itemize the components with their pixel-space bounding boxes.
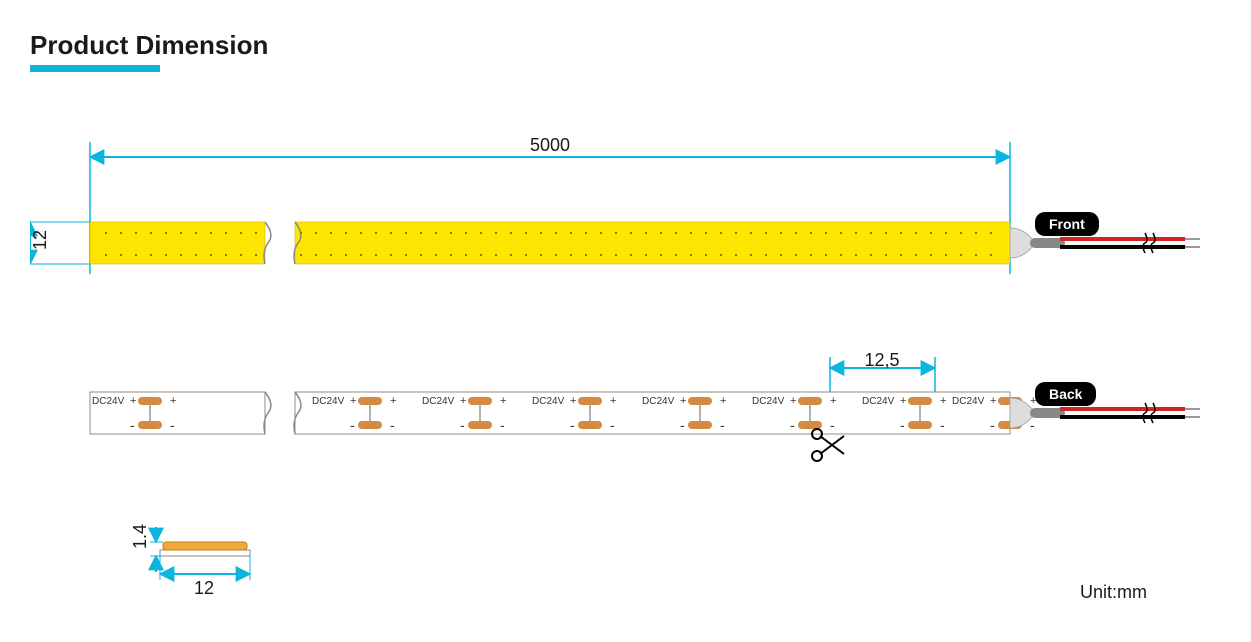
unit-label: Unit:mm — [1080, 582, 1147, 603]
svg-text:+: + — [500, 395, 506, 407]
svg-text:DC24V: DC24V — [532, 396, 565, 407]
svg-text:+: + — [790, 395, 796, 407]
svg-text:-: - — [350, 417, 355, 433]
thickness-dimension-label: 1.4 — [130, 524, 151, 549]
svg-text:DC24V: DC24V — [862, 396, 895, 407]
svg-text:DC24V: DC24V — [752, 396, 785, 407]
svg-text:+: + — [460, 395, 466, 407]
svg-text:-: - — [790, 417, 795, 433]
svg-text:-: - — [570, 417, 575, 433]
svg-text:DC24V: DC24V — [92, 396, 125, 407]
svg-text:DC24V: DC24V — [422, 396, 455, 407]
svg-text:+: + — [720, 395, 726, 407]
front-badge: Front — [1035, 212, 1099, 236]
diagram-svg: DC24V++--DC24V++--DC24V++--DC24V++--DC24… — [30, 82, 1220, 612]
svg-text:DC24V: DC24V — [952, 396, 985, 407]
svg-text:+: + — [130, 395, 136, 407]
svg-text:DC24V: DC24V — [642, 396, 675, 407]
height-dimension-label: 12 — [30, 230, 51, 250]
svg-text:DC24V: DC24V — [312, 396, 345, 407]
svg-text:-: - — [720, 417, 725, 433]
page-title: Product Dimension — [30, 30, 1221, 61]
svg-text:+: + — [900, 395, 906, 407]
title-underline — [30, 65, 160, 72]
svg-text:+: + — [610, 395, 616, 407]
svg-text:-: - — [830, 417, 835, 433]
svg-text:+: + — [350, 395, 356, 407]
svg-text:-: - — [610, 417, 615, 433]
svg-text:-: - — [130, 417, 135, 433]
cut-dimension-label: 12,5 — [865, 350, 900, 371]
back-badge: Back — [1035, 382, 1096, 406]
svg-text:+: + — [940, 395, 946, 407]
crosswidth-dimension-label: 12 — [194, 578, 214, 599]
svg-text:+: + — [990, 395, 996, 407]
length-dimension-label: 5000 — [530, 135, 570, 156]
svg-text:+: + — [680, 395, 686, 407]
dimension-diagram: DC24V++--DC24V++--DC24V++--DC24V++--DC24… — [30, 82, 1220, 612]
svg-text:-: - — [990, 417, 995, 433]
svg-text:+: + — [390, 395, 396, 407]
svg-text:-: - — [1030, 417, 1035, 433]
svg-text:+: + — [570, 395, 576, 407]
svg-text:-: - — [390, 417, 395, 433]
svg-text:-: - — [500, 417, 505, 433]
svg-text:-: - — [170, 417, 175, 433]
svg-text:-: - — [680, 417, 685, 433]
svg-text:-: - — [900, 417, 905, 433]
svg-text:-: - — [460, 417, 465, 433]
svg-text:+: + — [830, 395, 836, 407]
svg-text:+: + — [170, 395, 176, 407]
svg-text:-: - — [940, 417, 945, 433]
